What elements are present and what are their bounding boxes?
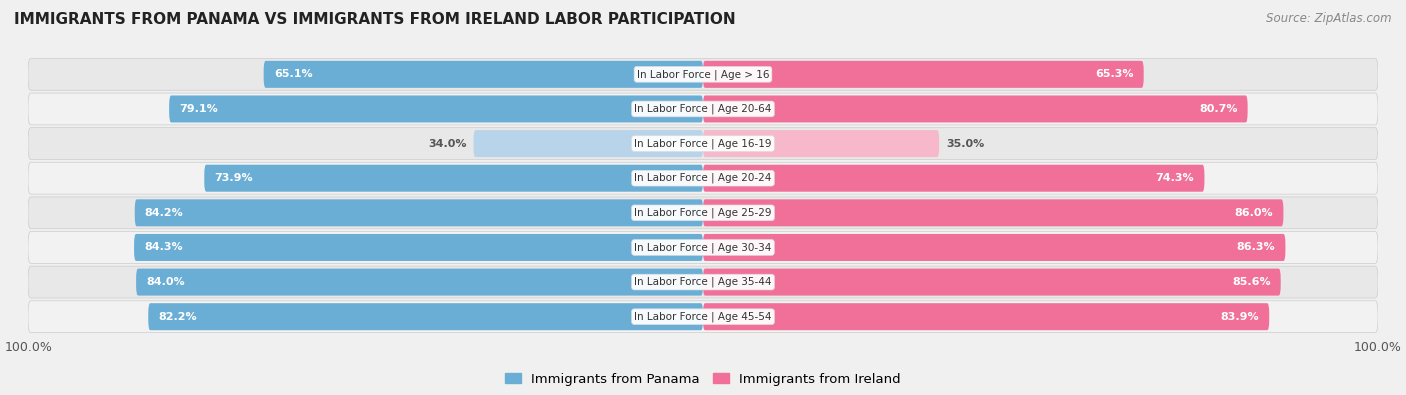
Text: 86.3%: 86.3% <box>1237 243 1275 252</box>
FancyBboxPatch shape <box>135 199 703 226</box>
Text: 34.0%: 34.0% <box>429 139 467 149</box>
FancyBboxPatch shape <box>474 130 703 157</box>
Text: In Labor Force | Age 16-19: In Labor Force | Age 16-19 <box>634 138 772 149</box>
FancyBboxPatch shape <box>703 96 1247 122</box>
Text: In Labor Force | Age 45-54: In Labor Force | Age 45-54 <box>634 311 772 322</box>
Text: 86.0%: 86.0% <box>1234 208 1274 218</box>
Text: 74.3%: 74.3% <box>1156 173 1194 183</box>
Text: Source: ZipAtlas.com: Source: ZipAtlas.com <box>1267 12 1392 25</box>
FancyBboxPatch shape <box>703 199 1284 226</box>
Text: In Labor Force | Age > 16: In Labor Force | Age > 16 <box>637 69 769 80</box>
Text: 84.0%: 84.0% <box>146 277 184 287</box>
FancyBboxPatch shape <box>703 165 1205 192</box>
FancyBboxPatch shape <box>204 165 703 192</box>
Text: 84.3%: 84.3% <box>145 243 183 252</box>
FancyBboxPatch shape <box>264 61 703 88</box>
Text: In Labor Force | Age 20-24: In Labor Force | Age 20-24 <box>634 173 772 183</box>
FancyBboxPatch shape <box>28 231 1378 263</box>
Text: 84.2%: 84.2% <box>145 208 184 218</box>
Text: In Labor Force | Age 25-29: In Labor Force | Age 25-29 <box>634 208 772 218</box>
FancyBboxPatch shape <box>148 303 703 330</box>
FancyBboxPatch shape <box>703 234 1285 261</box>
Text: 35.0%: 35.0% <box>946 139 984 149</box>
FancyBboxPatch shape <box>703 130 939 157</box>
FancyBboxPatch shape <box>28 93 1378 125</box>
Text: 65.1%: 65.1% <box>274 70 312 79</box>
Text: In Labor Force | Age 30-34: In Labor Force | Age 30-34 <box>634 242 772 253</box>
FancyBboxPatch shape <box>169 96 703 122</box>
Text: IMMIGRANTS FROM PANAMA VS IMMIGRANTS FROM IRELAND LABOR PARTICIPATION: IMMIGRANTS FROM PANAMA VS IMMIGRANTS FRO… <box>14 12 735 27</box>
Legend: Immigrants from Panama, Immigrants from Ireland: Immigrants from Panama, Immigrants from … <box>499 367 907 391</box>
Text: 79.1%: 79.1% <box>180 104 218 114</box>
FancyBboxPatch shape <box>28 266 1378 298</box>
FancyBboxPatch shape <box>136 269 703 295</box>
Text: 80.7%: 80.7% <box>1199 104 1237 114</box>
Text: 85.6%: 85.6% <box>1232 277 1271 287</box>
FancyBboxPatch shape <box>28 58 1378 90</box>
Text: 83.9%: 83.9% <box>1220 312 1260 322</box>
FancyBboxPatch shape <box>703 61 1143 88</box>
Text: 82.2%: 82.2% <box>159 312 197 322</box>
FancyBboxPatch shape <box>28 162 1378 194</box>
Text: 65.3%: 65.3% <box>1095 70 1133 79</box>
FancyBboxPatch shape <box>134 234 703 261</box>
FancyBboxPatch shape <box>28 128 1378 160</box>
FancyBboxPatch shape <box>28 301 1378 333</box>
Text: 73.9%: 73.9% <box>214 173 253 183</box>
Text: In Labor Force | Age 35-44: In Labor Force | Age 35-44 <box>634 277 772 287</box>
FancyBboxPatch shape <box>28 197 1378 229</box>
Text: In Labor Force | Age 20-64: In Labor Force | Age 20-64 <box>634 104 772 114</box>
FancyBboxPatch shape <box>703 269 1281 295</box>
FancyBboxPatch shape <box>703 303 1270 330</box>
